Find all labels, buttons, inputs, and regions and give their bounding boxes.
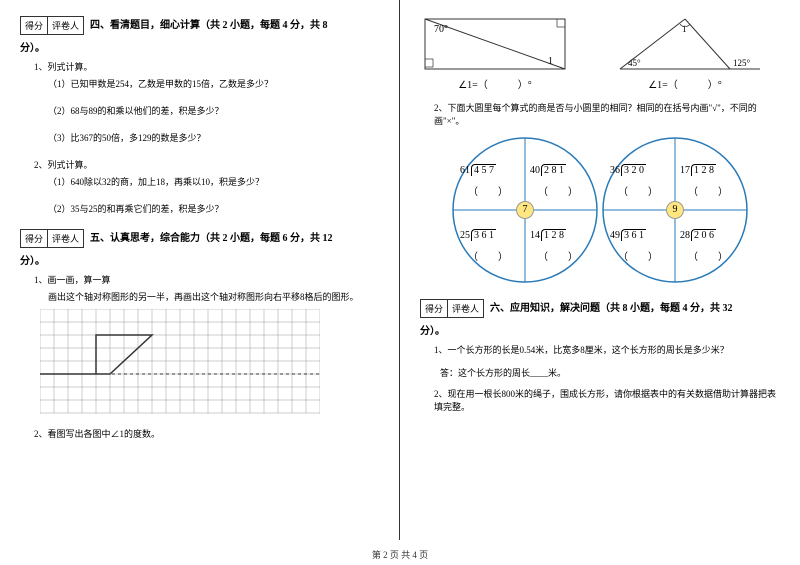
rect-angle-fig: 70° 1 ∠1=（ ）° (420, 14, 570, 91)
c1-bl-p: （ ） (468, 248, 508, 263)
section-4-title: 四、看清题目，细心计算（共 2 小题，每题 4 分，共 8 (90, 16, 328, 31)
right-q2: 2、下面大圆里每个算式的商是否与小圆里的相同？相同的在括号内画"√"，不同的画"… (434, 101, 780, 127)
q1-head: 1、列式计算。 (34, 60, 379, 73)
c2-br-p: （ ） (688, 248, 728, 263)
angle-1-label: 1 (548, 56, 553, 67)
circle-1-num: 7 (516, 201, 534, 219)
q2-b: （2）35与25的和再乘它们的差，积是多少？ (48, 202, 379, 215)
angle-45: 45° (628, 58, 641, 68)
c2-bl-p: （ ） (618, 248, 658, 263)
c1-br: 141 2 8 (530, 230, 566, 241)
angle-1-top: 1 (682, 24, 687, 34)
division-circles: 7 614 5 7 402 8 1 253 6 1 141 2 8 （ ） （ … (420, 135, 780, 285)
c1-bl: 253 6 1 (460, 230, 496, 241)
grader-label: 评卷人 (448, 300, 483, 317)
score-label: 得分 (21, 230, 48, 247)
circle-1: 7 614 5 7 402 8 1 253 6 1 141 2 8 （ ） （ … (450, 135, 600, 285)
c2-tl: 363 2 0 (610, 165, 646, 176)
c2-tr-p: （ ） (688, 183, 728, 198)
section-4-suffix: 分）。 (20, 39, 379, 54)
c1-tl: 614 5 7 (460, 165, 496, 176)
circle-2-num: 9 (666, 201, 684, 219)
angle-125: 125° (733, 58, 751, 68)
angle-rect-blank: ∠1=（ ）° (420, 76, 570, 91)
section-6-title: 六、应用知识，解决问题（共 8 小题，每题 4 分，共 32 (490, 299, 733, 314)
angle-70: 70° (434, 24, 448, 35)
q2-head: 2、列式计算。 (34, 158, 379, 171)
right-column: 70° 1 ∠1=（ ）° 45° 125° 1 ∠1=（ ）° (400, 0, 800, 540)
section-5-header: 得分 评卷人 五、认真思考，综合能力（共 2 小题，每题 6 分，共 12 (20, 229, 379, 248)
left-column: 得分 评卷人 四、看清题目，细心计算（共 2 小题，每题 4 分，共 8 分）。… (0, 0, 400, 540)
q6-2: 2、现在用一根长800米的绳子，围成长方形，请你根据表中的有关数据借助计算器把表… (434, 387, 780, 413)
grader-label: 评卷人 (48, 230, 83, 247)
q1-b: （2）68与89的和乘以他们的差，积是多少？ (48, 104, 379, 117)
score-label: 得分 (21, 17, 48, 34)
c1-tr: 402 8 1 (530, 165, 566, 176)
score-label: 得分 (421, 300, 448, 317)
section-6-suffix: 分）。 (420, 322, 780, 337)
symmetry-grid (40, 309, 379, 419)
c1-tr-p: （ ） (538, 183, 578, 198)
c2-tl-p: （ ） (618, 183, 658, 198)
score-box-5: 得分 评卷人 (20, 229, 84, 248)
c1-br-p: （ ） (538, 248, 578, 263)
tri-angle-fig: 45° 125° 1 ∠1=（ ）° (610, 14, 760, 91)
q5-1-text: 画出这个轴对称图形的另一半，再画出这个轴对称图形向右平移8格后的图形。 (48, 290, 379, 303)
grader-label: 评卷人 (48, 17, 83, 34)
q1-a: （1）已知甲数是254，乙数是甲数的15倍，乙数是多少？ (48, 77, 379, 90)
q1-c: （3）比367的50倍，多129的数是多少？ (48, 131, 379, 144)
circle-2: 9 363 2 0 171 2 8 493 6 1 282 0 6 （ ） （ … (600, 135, 750, 285)
angle-tri-blank: ∠1=（ ）° (610, 76, 760, 91)
c2-tr: 171 2 8 (680, 165, 716, 176)
c2-br: 282 0 6 (680, 230, 716, 241)
score-box-4: 得分 评卷人 (20, 16, 84, 35)
score-box-6: 得分 评卷人 (420, 299, 484, 318)
section-4-header: 得分 评卷人 四、看清题目，细心计算（共 2 小题，每题 4 分，共 8 (20, 16, 379, 35)
q6-1-ans: 答：这个长方形的周长____米。 (440, 366, 780, 379)
page-footer: 第 2 页 共 4 页 (0, 548, 800, 561)
c2-bl: 493 6 1 (610, 230, 646, 241)
section-5-title: 五、认真思考，综合能力（共 2 小题，每题 6 分，共 12 (90, 229, 333, 244)
q5-2-text: 2、看图写出各图中∠1的度数。 (34, 427, 379, 440)
angle-figures: 70° 1 ∠1=（ ）° 45° 125° 1 ∠1=（ ）° (420, 14, 780, 91)
section-5-suffix: 分）。 (20, 252, 379, 267)
q5-1-head: 1、画一画，算一算 (34, 273, 379, 286)
section-6-header: 得分 评卷人 六、应用知识，解决问题（共 8 小题，每题 4 分，共 32 (420, 299, 780, 318)
c1-tl-p: （ ） (468, 183, 508, 198)
q2-a: （1）640除以32的商，加上18，再乘以10，积是多少？ (48, 175, 379, 188)
q6-1: 1、一个长方形的长是0.54米，比宽多8厘米，这个长方形的周长是多少米？ (434, 343, 780, 356)
grid-svg (40, 309, 320, 419)
